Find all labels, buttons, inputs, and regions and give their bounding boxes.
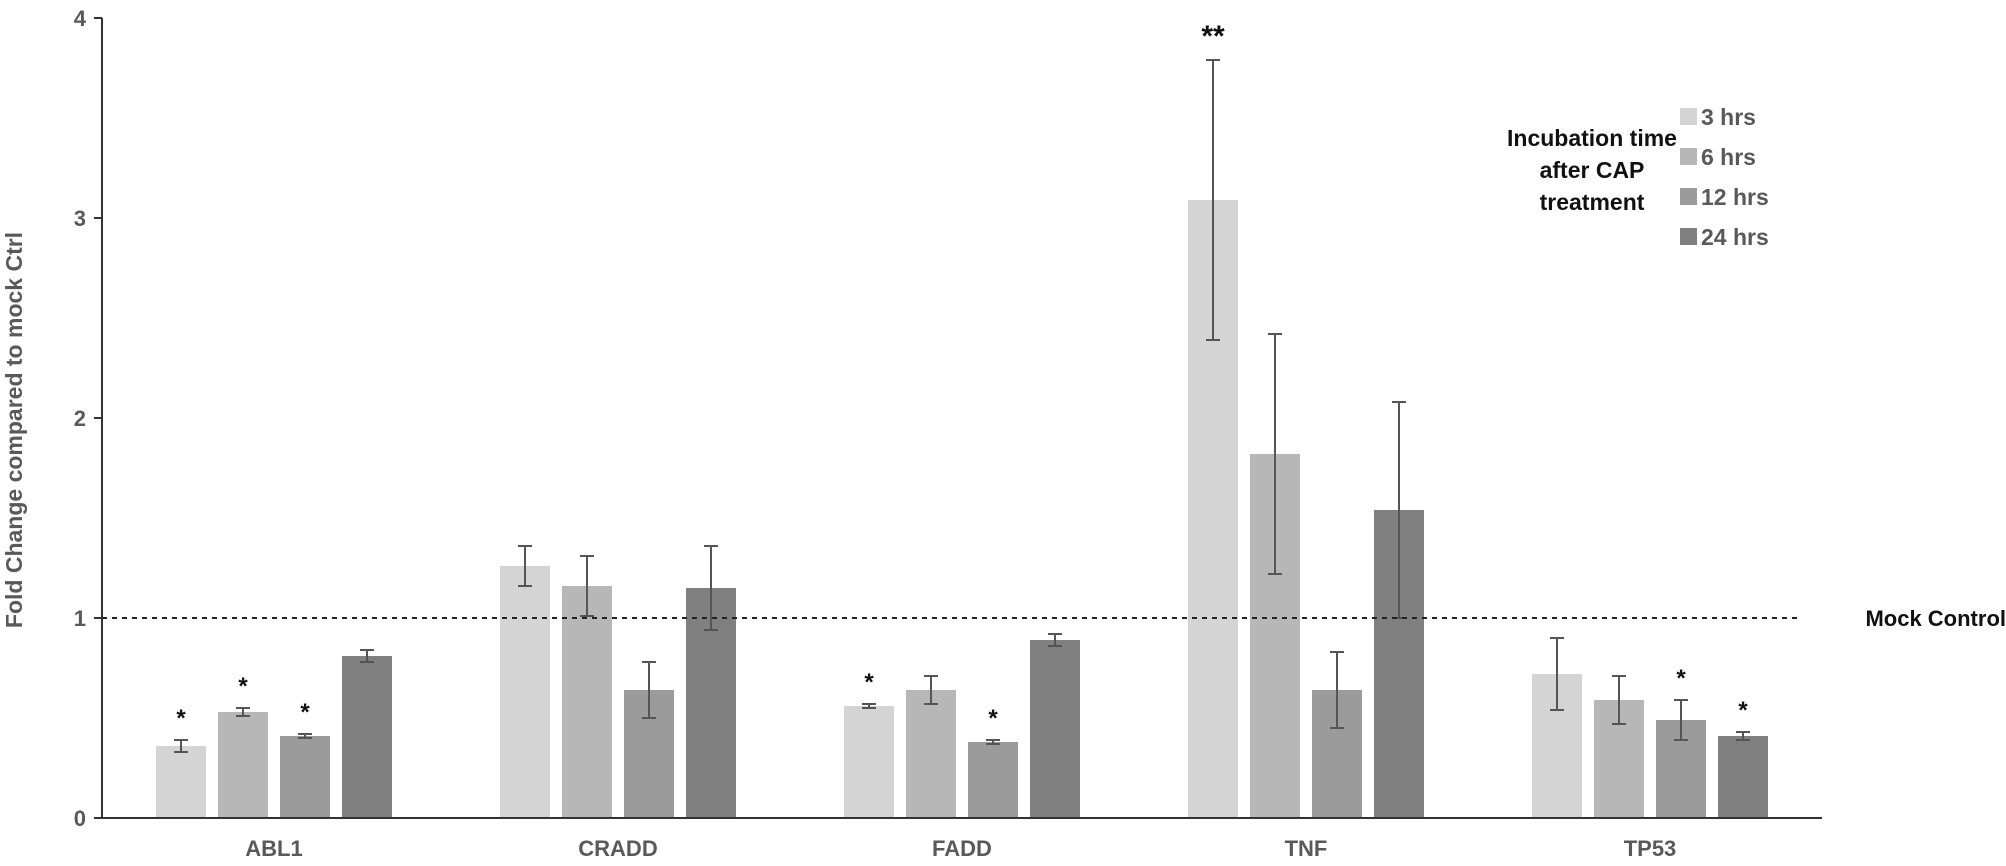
axes-layer: ABL1 CRADD FADD TNF TP53 0 1 2 3 4	[74, 6, 1822, 861]
y-tick-label: 1	[74, 606, 86, 631]
significance-marker: *	[176, 705, 186, 732]
x-tick-label: TNF	[1285, 836, 1328, 861]
legend-swatch	[1680, 108, 1697, 125]
significance-marker: *	[1738, 697, 1748, 724]
y-tick-label: 4	[74, 6, 87, 31]
y-tick-label: 2	[74, 406, 86, 431]
bars-layer	[156, 200, 1768, 818]
legend-title-line: after CAP	[1540, 157, 1645, 183]
bar-abl1-1	[218, 712, 268, 818]
bar-fadd-0	[844, 706, 894, 818]
x-tick-label: ABL1	[245, 836, 302, 861]
significance-marker: *	[1676, 665, 1686, 692]
significance-marker: **	[1201, 20, 1225, 53]
error-bars-layer	[174, 59, 1750, 753]
legend-swatch	[1680, 188, 1697, 205]
bar-cradd-1	[562, 586, 612, 818]
legend: Incubation time after CAP treatment 3 hrs 6 …	[1507, 104, 1769, 250]
bar-tp53-3	[1718, 736, 1768, 818]
legend-entry-label: 12 hrs	[1701, 184, 1769, 210]
y-axis-title: Fold Change compared to mock Ctrl	[1, 232, 27, 628]
significance-marker: *	[988, 705, 998, 732]
legend-entry-label: 6 hrs	[1701, 144, 1756, 170]
bar-fadd-2	[968, 742, 1018, 818]
y-tick-label: 3	[74, 206, 86, 231]
bar-abl1-2	[280, 736, 330, 818]
significance-marker: *	[238, 673, 248, 700]
mock-control-label: Mock Control	[1865, 606, 2006, 631]
y-tick-label: 0	[74, 806, 86, 831]
significance-marker: *	[300, 699, 310, 726]
significance-layer: *********	[176, 20, 1748, 732]
bar-abl1-0	[156, 746, 206, 818]
x-tick-label: CRADD	[578, 836, 657, 861]
legend-title-line: treatment	[1540, 189, 1645, 215]
x-tick-label: FADD	[932, 836, 992, 861]
reference-layer: Mock Control	[102, 606, 2006, 631]
x-tick-label: TP53	[1624, 836, 1677, 861]
legend-entry-label: 24 hrs	[1701, 224, 1769, 250]
legend-swatch	[1680, 148, 1697, 165]
legend-swatch	[1680, 228, 1697, 245]
bar-abl1-3	[342, 656, 392, 818]
legend-entry-label: 3 hrs	[1701, 104, 1756, 130]
significance-marker: *	[864, 669, 874, 696]
bar-fadd-1	[906, 690, 956, 818]
legend-title-line: Incubation time	[1507, 125, 1677, 151]
bar-cradd-0	[500, 566, 550, 818]
bar-fadd-3	[1030, 640, 1080, 818]
